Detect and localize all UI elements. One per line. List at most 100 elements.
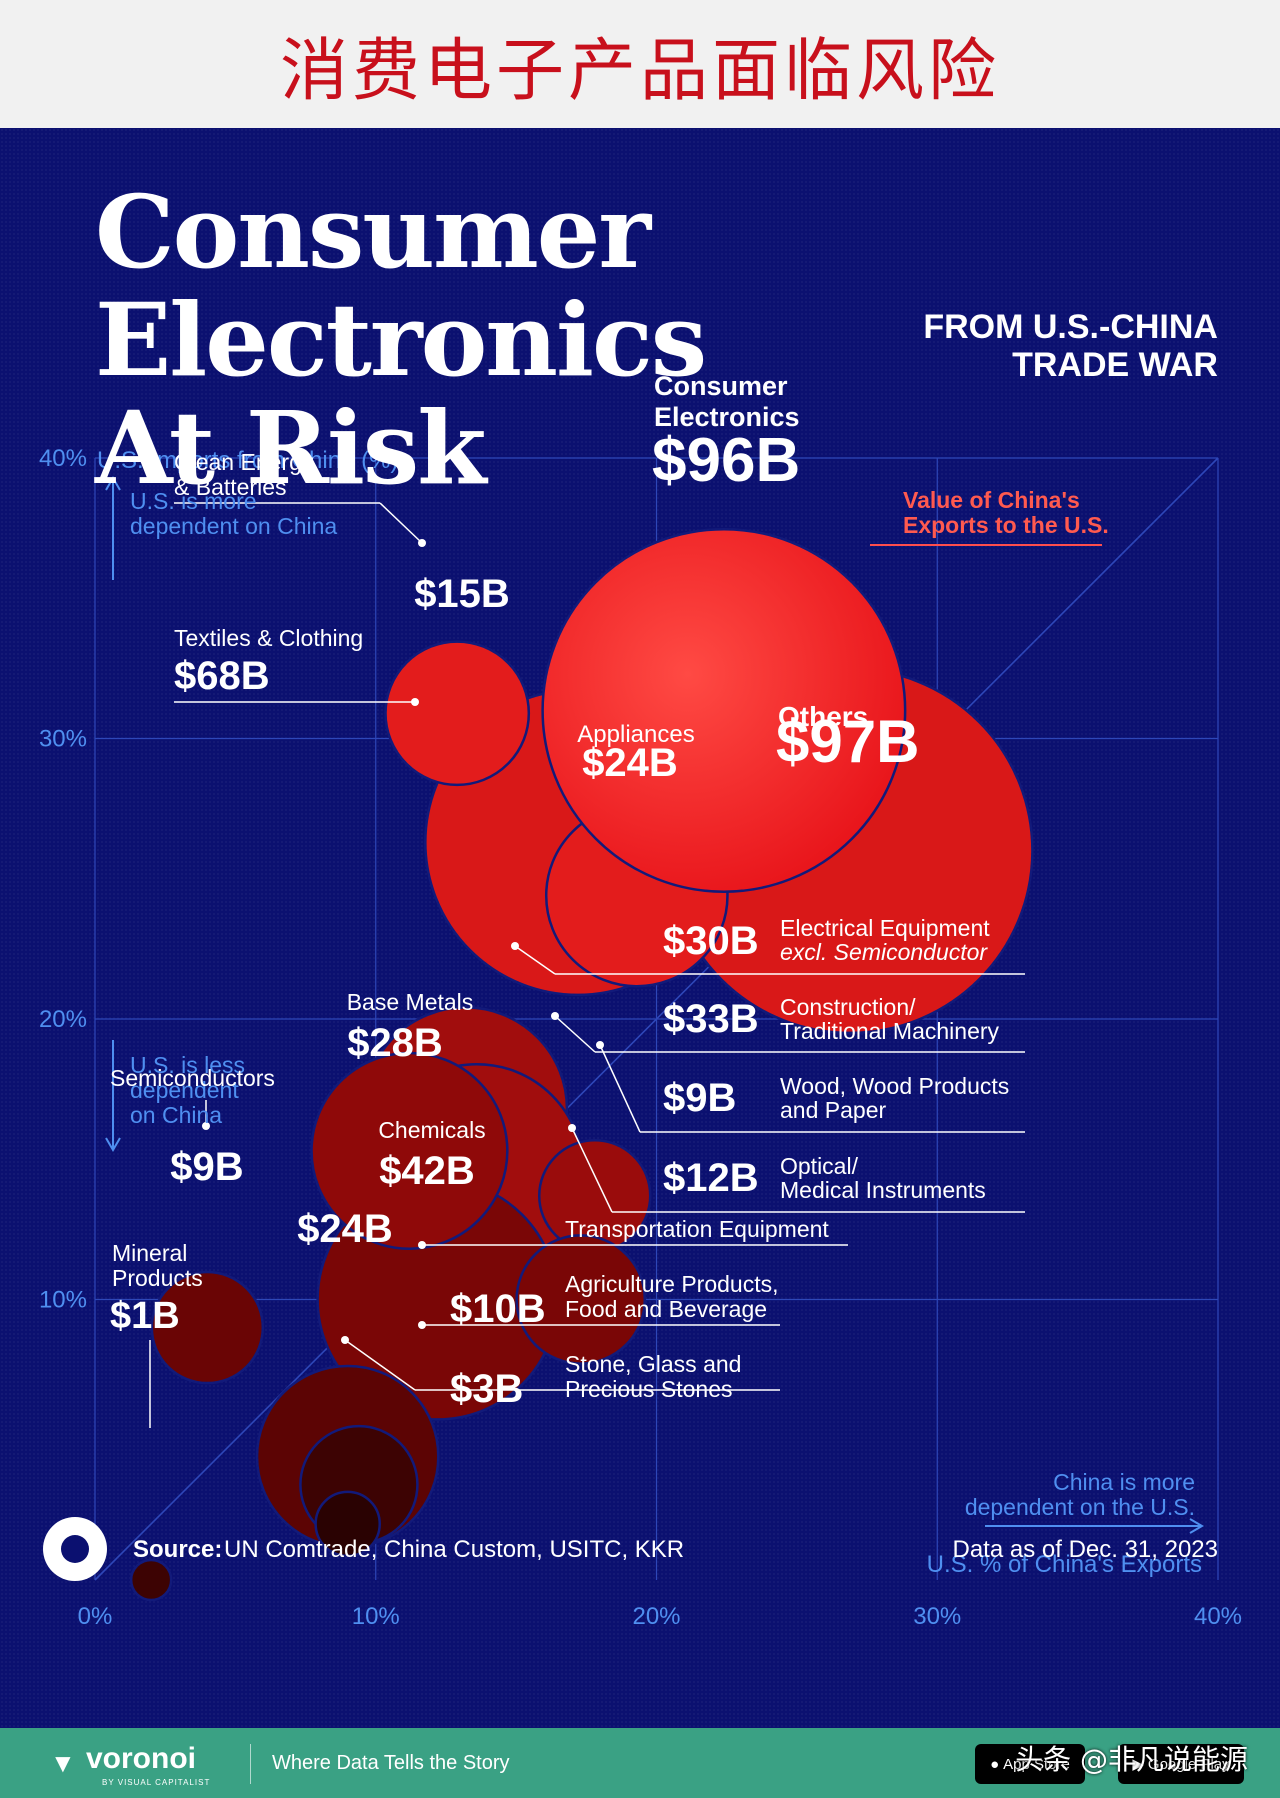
value-wood: $9B: [663, 1076, 736, 1120]
bubble-base-metals: [310, 1051, 509, 1250]
label-clean-energy: & Batteries: [174, 474, 287, 500]
app-store-button[interactable]: ● App Store: [975, 1744, 1085, 1784]
value-legend-text: Value of China's: [903, 487, 1080, 513]
annotation-less-dependent: on China: [130, 1102, 222, 1128]
leader-dot: [418, 1241, 426, 1249]
labels: 0% 10% 20% 30% 40% 10% 20% 30% 40% U.S. Imports f…: [39, 371, 1242, 1630]
bubbles: [129, 527, 1034, 1602]
subtitle-line-1: FROM U.S.-CHINA: [923, 308, 1218, 346]
y-axis-title: U.S. Imports from China (%): [97, 447, 398, 474]
leader-dot: [596, 1041, 604, 1049]
label-electrical-equipment: Electrical Equipment: [780, 915, 990, 941]
app-store-label: App Store: [1003, 1755, 1070, 1773]
leader-construction: [554, 1015, 596, 1053]
label-optical-2: Medical Instruments: [780, 1177, 986, 1203]
footer-divider: [250, 1744, 251, 1784]
label-optical: Optical/: [780, 1153, 859, 1179]
label-others: Others: [778, 701, 868, 732]
leader-optical: [571, 1127, 613, 1213]
label-chemicals: Chemicals: [378, 1117, 485, 1143]
leader-dot: [511, 942, 519, 950]
annotation-less-dependent: U.S. is less: [130, 1052, 245, 1078]
annotation-china-dependent: China is more: [1053, 1469, 1195, 1495]
leader-wood: [599, 1044, 641, 1133]
y-tick-label: 20%: [39, 1006, 87, 1033]
bubble-semiconductors: [150, 1270, 265, 1385]
value-textiles: $68B: [174, 654, 270, 698]
label-clean-energy: Clean Energy: [174, 449, 314, 475]
source-label: Source:: [133, 1536, 222, 1563]
value-others: $97B: [776, 708, 919, 775]
label-mineral: Products: [112, 1265, 203, 1291]
data-date: Data as of Dec. 31, 2023: [953, 1536, 1219, 1563]
label-wood: Wood, Wood Products: [780, 1073, 1009, 1099]
subtitle-line-2: TRADE WAR: [1012, 346, 1218, 384]
leader-clean-energy-2: [379, 502, 423, 544]
label-consumer-electronics: Consumer: [654, 371, 788, 401]
up-arrow-head-icon: [105, 476, 121, 491]
label-appliances: Appliances: [577, 721, 694, 748]
label-semiconductors: Semiconductors: [110, 1065, 275, 1091]
label-base-metals: Base Metals: [347, 989, 474, 1015]
logo-inner: [61, 1535, 89, 1563]
watermark: 头条 @非凡说能源: [1015, 1743, 1248, 1776]
label-electrical-equipment-2: excl. Semiconductor: [780, 939, 988, 965]
leader-dot: [551, 1012, 559, 1020]
leader-dot: [341, 1336, 349, 1344]
label-construction: Construction/: [780, 994, 916, 1020]
y-tick-label: 30%: [39, 726, 87, 753]
annotation-more-dependent: U.S. is more: [130, 488, 257, 514]
chart-title: Consumer Electronics At Risk: [95, 178, 1280, 502]
leader-dot: [418, 1321, 426, 1329]
value-base-metals: $28B: [347, 1021, 443, 1065]
annotation-china-dependent: dependent on the U.S.: [965, 1494, 1195, 1520]
brand-name: voronoi: [86, 1742, 196, 1775]
label-construction-2: Traditional Machinery: [780, 1018, 1000, 1044]
leader-lines: [149, 502, 1102, 1428]
value-chemicals: $42B: [379, 1149, 475, 1193]
down-arrow-head-icon: [105, 1137, 121, 1152]
label-agriculture: Agriculture Products,: [565, 1271, 778, 1297]
google-play-button[interactable]: ▶ Google Play: [1118, 1744, 1244, 1784]
right-arrow-head-icon: [1189, 1518, 1204, 1534]
leader-dot: [568, 1124, 576, 1132]
x-tick-label: 40%: [1194, 1603, 1242, 1630]
tagline: Where Data Tells the Story: [272, 1752, 510, 1774]
x-axis-title: U.S. % of China's Exports: [927, 1551, 1202, 1578]
x-tick-label: 0%: [78, 1603, 113, 1630]
infographic-main: 0% 10% 20% 30% 40% 10% 20% 30% 40% U.S. Imports f…: [0, 128, 1280, 1728]
x-tick-label: 20%: [632, 1603, 680, 1630]
label-wood-2: and Paper: [780, 1097, 886, 1123]
chart-subtitle: FROM U.S.-CHINA TRADE WAR: [923, 308, 1218, 384]
value-consumer-electronics: $96B: [652, 426, 800, 495]
leader-stone-glass: [344, 1339, 416, 1391]
y-tick-label: 10%: [39, 1287, 87, 1314]
voronoi-logo-icon: ▼: [50, 1748, 76, 1778]
value-semiconductors: $9B: [170, 1145, 243, 1189]
title-line-1: Consumer Electronics: [95, 173, 707, 399]
x-tick-label: 10%: [352, 1603, 400, 1630]
value-optical: $12B: [663, 1156, 759, 1200]
bubble-stone-glass: [314, 1490, 381, 1558]
value-agriculture: $10B: [450, 1287, 546, 1331]
value-legend-text: Exports to the U.S.: [903, 512, 1109, 538]
leader-electrical-equipment: [514, 945, 556, 975]
value-stone-glass: $3B: [450, 1367, 523, 1411]
annotation-more-dependent: dependent on China: [130, 513, 337, 539]
brand-sub: BY VISUAL CAPITALIST: [102, 1778, 211, 1787]
label-agriculture: Food and Beverage: [565, 1296, 767, 1322]
value-mineral: $1B: [110, 1295, 180, 1337]
leader-dot: [202, 1122, 210, 1130]
value-electrical-equipment: $30B: [663, 919, 759, 963]
google-play-label: Google Play: [1147, 1755, 1230, 1773]
chinese-title-banner: 消费电子产品面临风险: [0, 0, 1280, 128]
y-tick-label: 40%: [39, 445, 87, 472]
label-mineral: Mineral: [112, 1240, 187, 1266]
label-stone-glass: Precious Stones: [565, 1376, 732, 1402]
play-icon: ▶: [1132, 1756, 1144, 1773]
value-clean-energy: $15B: [414, 572, 510, 616]
label-transportation: Transportation Equipment: [565, 1216, 829, 1242]
leader-dot: [411, 698, 419, 706]
title-line-2: At Risk: [95, 389, 487, 507]
annotation-less-dependent: dependent: [130, 1077, 239, 1103]
